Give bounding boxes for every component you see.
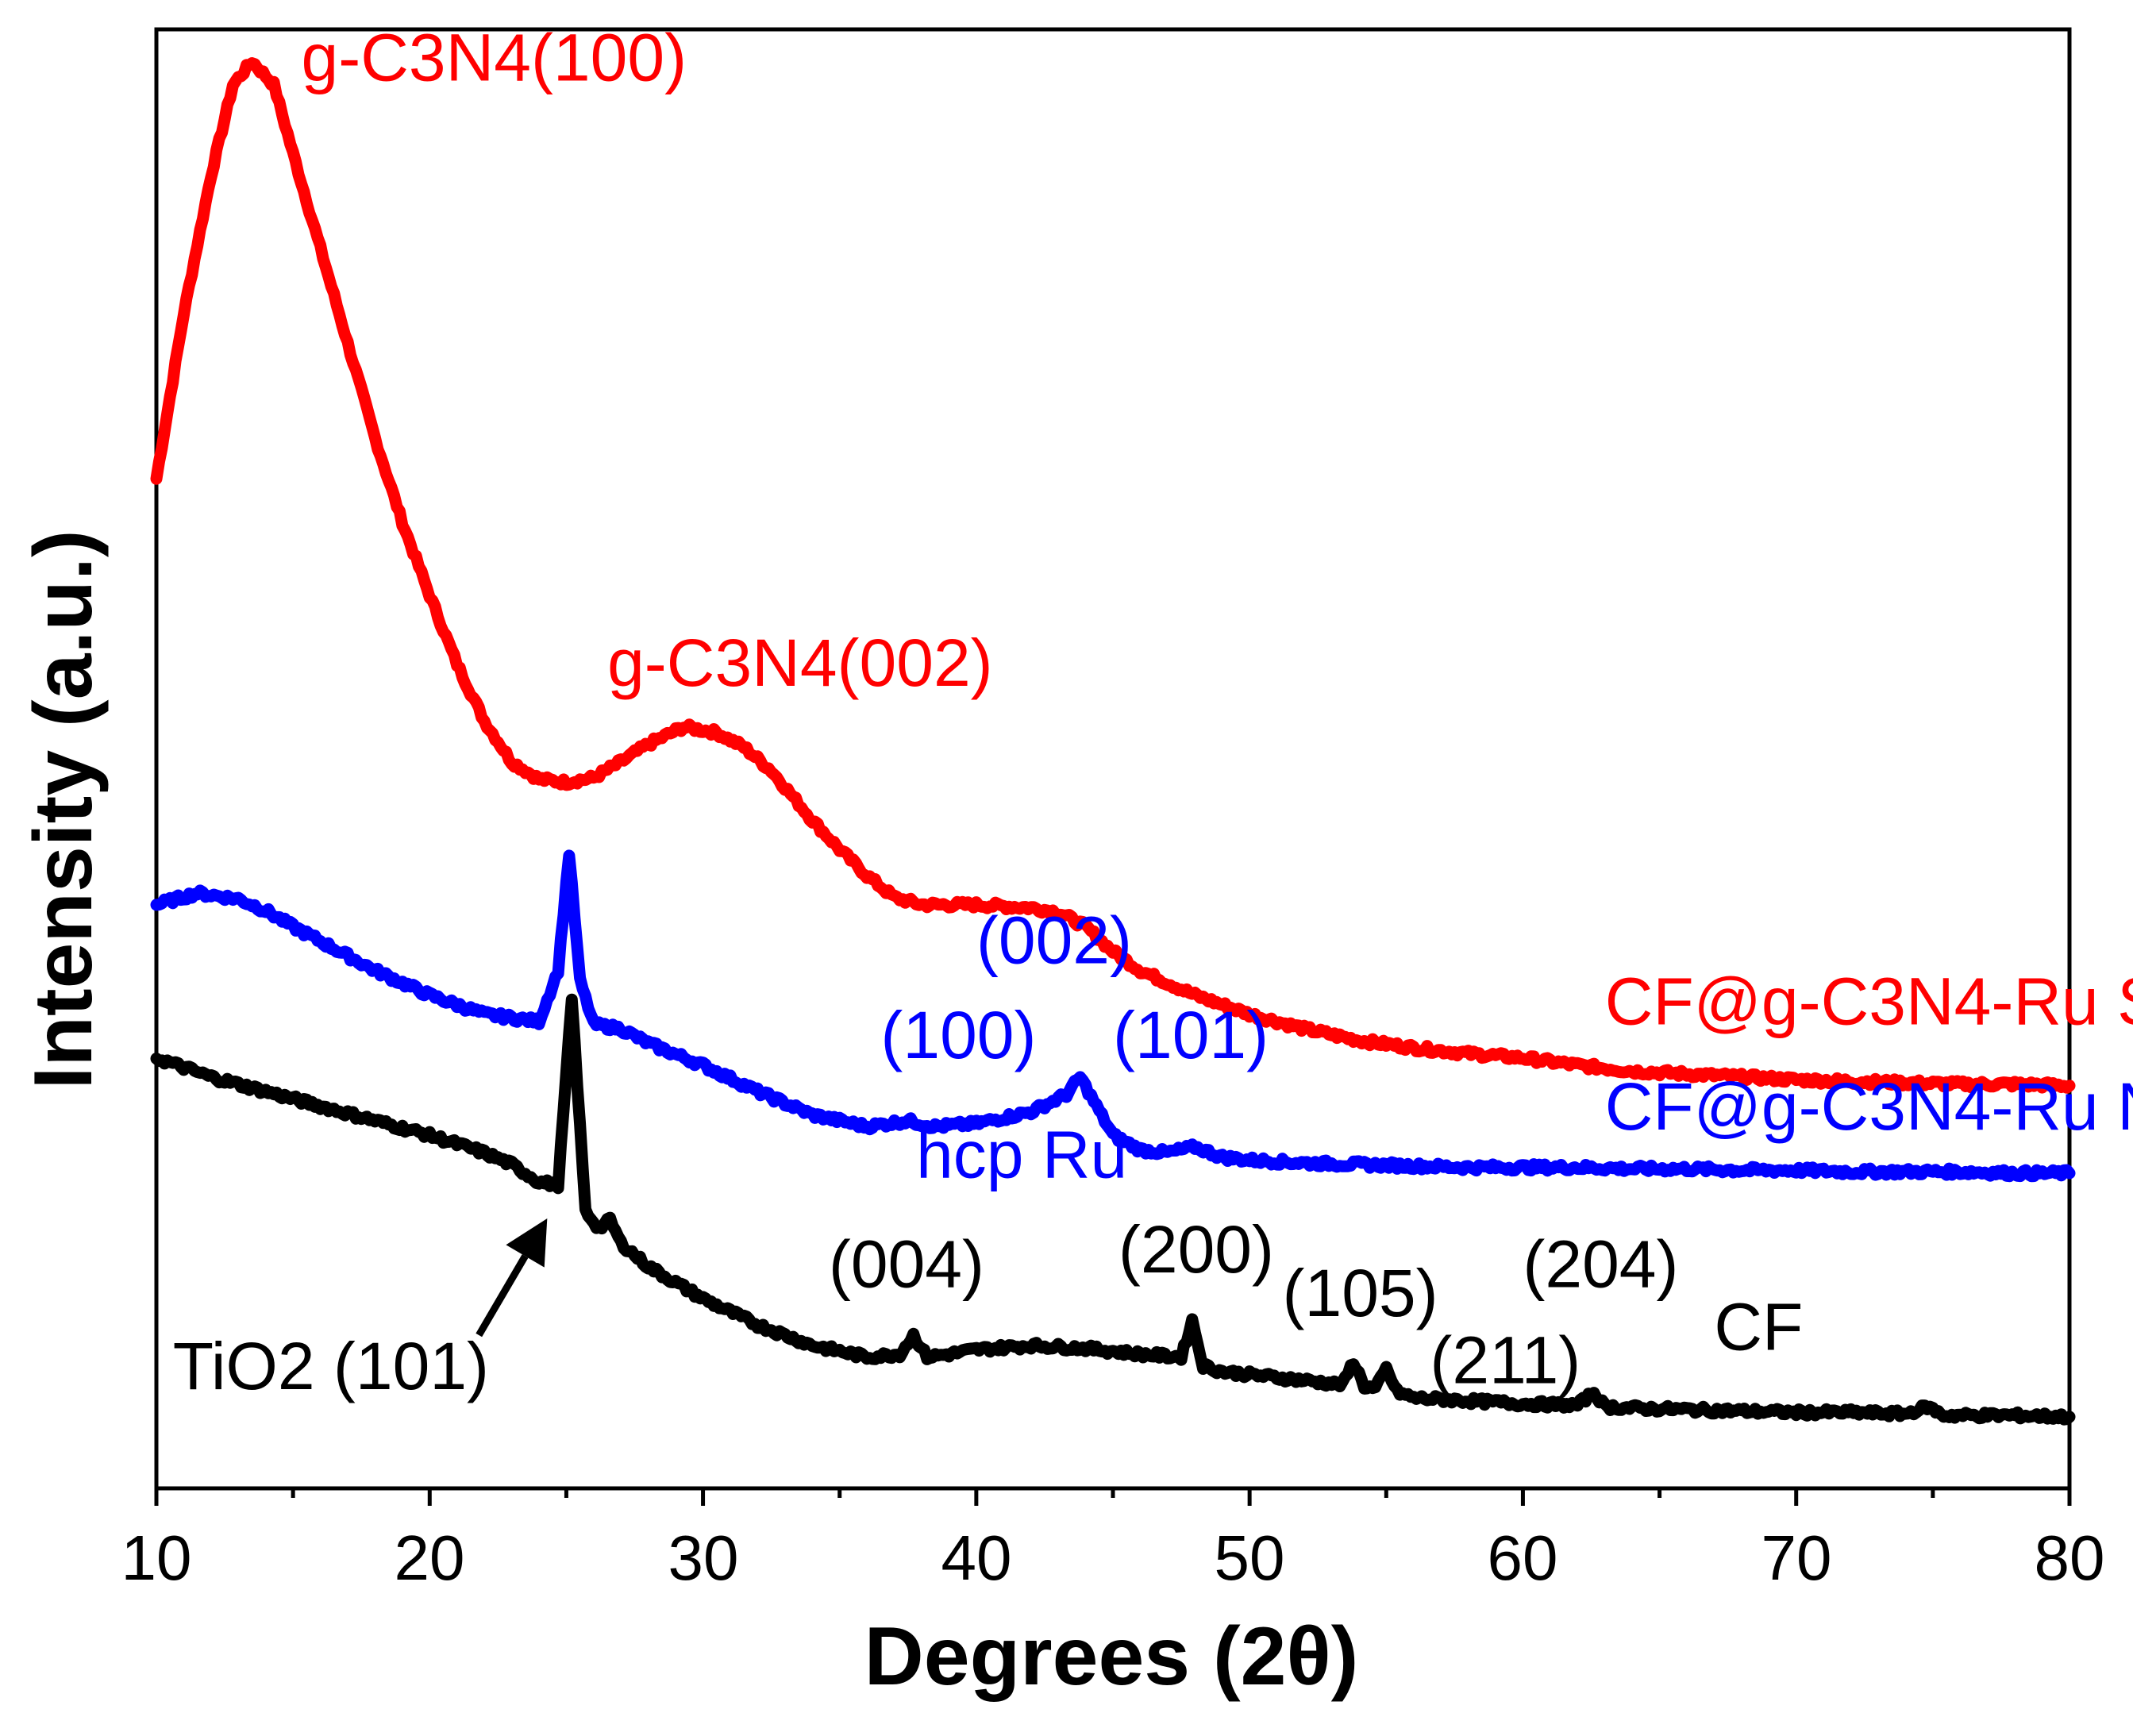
series-line-0 bbox=[150, 57, 2076, 1094]
annotation-ru-101: (101) bbox=[1113, 998, 1269, 1072]
annotation-ru-002: (002) bbox=[976, 903, 1132, 977]
x-tick-label: 70 bbox=[1761, 1522, 1832, 1593]
series-line-2 bbox=[150, 993, 2076, 1426]
annotation-204: (204) bbox=[1523, 1226, 1678, 1301]
annotation-200: (200) bbox=[1118, 1212, 1274, 1287]
series-line-1 bbox=[150, 849, 2076, 1183]
series-label-ru-nps: CF@g-C3N4-Ru NPs bbox=[1605, 1069, 2133, 1144]
tio2-arrow-line bbox=[475, 1254, 529, 1338]
plot-frame bbox=[154, 27, 2072, 1491]
x-tick-label: 20 bbox=[395, 1522, 465, 1593]
y-axis-title: Intensity (a.u.) bbox=[17, 530, 110, 1090]
annotation-ru-100: (100) bbox=[880, 998, 1036, 1072]
x-tick-label: 60 bbox=[1488, 1522, 1558, 1593]
x-tick-label: 30 bbox=[668, 1522, 739, 1593]
series-group bbox=[150, 57, 2076, 1426]
x-ticks bbox=[154, 1488, 2072, 1506]
x-tick-label: 40 bbox=[941, 1522, 1012, 1593]
annotation-g-c3n4-002: g-C3N4(002) bbox=[607, 625, 993, 700]
annotation-211: (211) bbox=[1430, 1323, 1580, 1398]
x-axis-title: Degrees (2θ) bbox=[864, 1611, 1359, 1703]
annotation-g-c3n4-100: g-C3N4(100) bbox=[302, 20, 687, 94]
annotation-tio2-101: TiO2 (101) bbox=[173, 1329, 489, 1403]
annotation-cf: CF bbox=[1714, 1289, 1803, 1364]
x-tick-label: 50 bbox=[1215, 1522, 1285, 1593]
annotation-105: (105) bbox=[1283, 1256, 1438, 1330]
x-tick-label: 10 bbox=[121, 1522, 192, 1593]
x-tick-label: 80 bbox=[2035, 1522, 2105, 1593]
annotation-hcp-ru: hcp Ru bbox=[916, 1118, 1127, 1192]
series-label-ru-sas: CF@g-C3N4-Ru SAs bbox=[1605, 964, 2133, 1039]
tio2-arrow-head bbox=[506, 1218, 548, 1268]
annotation-004: (004) bbox=[829, 1226, 984, 1301]
